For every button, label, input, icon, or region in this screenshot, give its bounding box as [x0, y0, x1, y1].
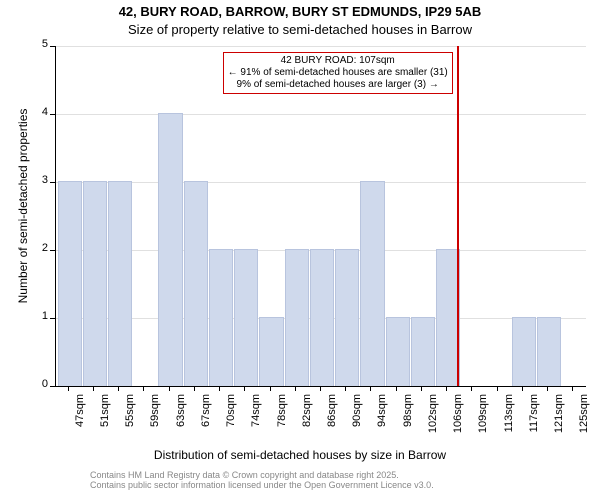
xtick-label: 90sqm: [351, 394, 363, 434]
ytick-label: 1: [30, 310, 48, 322]
footer-attribution: Contains HM Land Registry data © Crown c…: [90, 470, 434, 490]
xtick-mark: [421, 386, 422, 391]
histogram-bar: [537, 317, 561, 386]
footer-line-1: Contains HM Land Registry data © Crown c…: [90, 470, 434, 480]
xtick-label: 86sqm: [326, 394, 338, 434]
ytick-label: 3: [30, 174, 48, 186]
ytick-mark: [50, 114, 55, 115]
annotation-line-3: 9% of semi-detached houses are larger (3…: [228, 79, 448, 91]
histogram-bar: [83, 181, 107, 386]
xtick-label: 51sqm: [99, 394, 111, 434]
y-axis-label: Number of semi-detached properties: [16, 76, 30, 336]
histogram-bar: [234, 249, 258, 386]
plot-area: 42 BURY ROAD: 107sqm← 91% of semi-detach…: [55, 46, 586, 387]
xtick-mark: [244, 386, 245, 391]
xtick-mark: [497, 386, 498, 391]
histogram-bar: [108, 181, 132, 386]
xtick-mark: [320, 386, 321, 391]
histogram-bar: [335, 249, 359, 386]
histogram-bar: [310, 249, 334, 386]
xtick-label: 70sqm: [225, 394, 237, 434]
xtick-mark: [68, 386, 69, 391]
xtick-label: 47sqm: [74, 394, 86, 434]
histogram-bar: [386, 317, 410, 386]
ytick-label: 2: [30, 242, 48, 254]
histogram-bar: [259, 317, 283, 386]
xtick-mark: [219, 386, 220, 391]
annotation-line-1: 42 BURY ROAD: 107sqm: [228, 55, 448, 67]
xtick-label: 117sqm: [528, 394, 540, 434]
xtick-label: 102sqm: [427, 394, 439, 434]
ytick-mark: [50, 250, 55, 251]
xtick-label: 55sqm: [124, 394, 136, 434]
xtick-label: 94sqm: [376, 394, 388, 434]
chart-title-line1: 42, BURY ROAD, BARROW, BURY ST EDMUNDS, …: [0, 4, 600, 19]
histogram-bar: [158, 113, 182, 386]
x-axis-label: Distribution of semi-detached houses by …: [0, 448, 600, 462]
xtick-label: 125sqm: [578, 394, 590, 434]
histogram-bar: [285, 249, 309, 386]
xtick-label: 82sqm: [301, 394, 313, 434]
ytick-mark: [50, 46, 55, 47]
xtick-mark: [143, 386, 144, 391]
chart-container: 42, BURY ROAD, BARROW, BURY ST EDMUNDS, …: [0, 0, 600, 500]
xtick-label: 98sqm: [402, 394, 414, 434]
chart-title-line2: Size of property relative to semi-detach…: [0, 22, 600, 37]
ytick-label: 4: [30, 106, 48, 118]
xtick-mark: [93, 386, 94, 391]
ytick-label: 0: [30, 378, 48, 390]
xtick-label: 74sqm: [250, 394, 262, 434]
ytick-mark: [50, 318, 55, 319]
xtick-mark: [270, 386, 271, 391]
xtick-label: 59sqm: [149, 394, 161, 434]
xtick-mark: [471, 386, 472, 391]
xtick-mark: [194, 386, 195, 391]
xtick-mark: [118, 386, 119, 391]
histogram-bar: [360, 181, 384, 386]
xtick-label: 106sqm: [452, 394, 464, 434]
xtick-mark: [345, 386, 346, 391]
xtick-label: 113sqm: [503, 394, 515, 434]
ytick-mark: [50, 182, 55, 183]
xtick-label: 78sqm: [276, 394, 288, 434]
xtick-label: 109sqm: [477, 394, 489, 434]
xtick-mark: [547, 386, 548, 391]
histogram-bar: [184, 181, 208, 386]
xtick-mark: [396, 386, 397, 391]
histogram-bar: [58, 181, 82, 386]
xtick-mark: [446, 386, 447, 391]
histogram-bar: [209, 249, 233, 386]
xtick-mark: [295, 386, 296, 391]
ytick-label: 5: [30, 38, 48, 50]
histogram-bar: [512, 317, 536, 386]
marker-line: [457, 46, 459, 386]
xtick-label: 121sqm: [553, 394, 565, 434]
xtick-mark: [522, 386, 523, 391]
xtick-label: 67sqm: [200, 394, 212, 434]
gridline: [56, 46, 586, 47]
xtick-mark: [169, 386, 170, 391]
xtick-mark: [370, 386, 371, 391]
gridline: [56, 114, 586, 115]
xtick-mark: [572, 386, 573, 391]
annotation-box: 42 BURY ROAD: 107sqm← 91% of semi-detach…: [223, 52, 453, 94]
ytick-mark: [50, 386, 55, 387]
gridline: [56, 182, 586, 183]
histogram-bar: [411, 317, 435, 386]
annotation-line-2: ← 91% of semi-detached houses are smalle…: [228, 67, 448, 79]
footer-line-2: Contains public sector information licen…: [90, 480, 434, 490]
xtick-label: 63sqm: [175, 394, 187, 434]
